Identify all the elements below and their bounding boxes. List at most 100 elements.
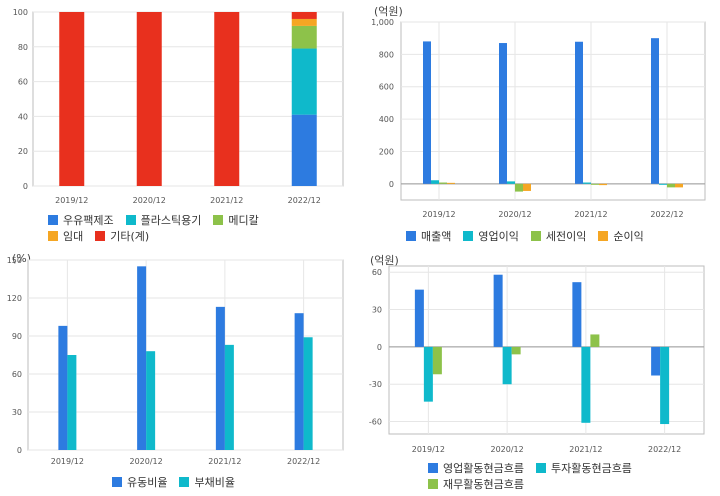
earnings-bar [507, 181, 515, 184]
composition-category-label: 2020/12 [133, 196, 166, 205]
composition-category-label: 2022/12 [288, 196, 321, 205]
legend-label: 투자활동현금흐름 [550, 462, 632, 475]
ratios-ytick-label: 0 [17, 446, 22, 455]
cashflow-bar [432, 346, 442, 375]
cashflow-chart: -60 -30 0 30 60 2019/12 2020/12 2021/12 2022/12 [369, 265, 705, 454]
composition-category-label: 2021/12 [210, 196, 243, 205]
legend-item: 투자활동현금흐름 [535, 460, 632, 476]
cashflow-bar [423, 346, 433, 402]
legend-item: 메디칼 [213, 212, 259, 228]
ratios-category-label: 2021/12 [208, 457, 241, 466]
cashflow-bar [414, 289, 424, 347]
cashflow-bar [651, 346, 661, 376]
legend-swatch [48, 231, 58, 241]
earnings-ytick-label: 600 [379, 83, 394, 92]
ratios-bar [67, 355, 77, 450]
cashflow-category-label: 2021/12 [569, 445, 602, 454]
legend-swatch [95, 231, 106, 241]
legend-label: 임대 [63, 230, 84, 243]
legend-row: 영업활동현금흐름 투자활동현금흐름 [428, 460, 644, 476]
ratios-legend: 유동비율 부채비율 [112, 474, 247, 490]
ratios-ytick-label: 120 [7, 294, 22, 303]
legend-label: 영업이익 [478, 230, 519, 243]
cashflow-panel: (억원) -60 -30 0 30 60 2019/12 2020/12 2021/12 202… [360, 248, 720, 496]
earnings-category-label: 2019/12 [422, 210, 455, 219]
legend-label: 재무활동현금흐름 [443, 478, 524, 491]
composition-bar [291, 18, 317, 26]
cashflow-ytick-label: 30 [372, 306, 382, 315]
ratios-category-label: 2019/12 [51, 457, 84, 466]
earnings-bar [667, 183, 675, 188]
ratios-category-label: 2022/12 [287, 457, 320, 466]
composition-bar [291, 114, 317, 186]
composition-bar [59, 12, 85, 186]
earnings-bar [651, 38, 659, 184]
cashflow-bar [581, 346, 591, 423]
legend-label: 메디칼 [228, 214, 259, 227]
legend-item: 영업이익 [463, 228, 519, 244]
earnings-bar [591, 183, 599, 185]
composition-bar [214, 12, 240, 186]
legend-item: 유동비율 [112, 474, 167, 490]
composition-ytick-label: 60 [18, 78, 28, 87]
earnings-bar [423, 41, 431, 184]
legend-swatch [428, 463, 438, 473]
legend-item: 순이익 [598, 228, 644, 244]
legend-item: 영업활동현금흐름 [428, 460, 524, 476]
ratios-bar [137, 266, 147, 450]
legend-item: 재무활동현금흐름 [428, 476, 524, 492]
legend-swatch [112, 477, 122, 487]
composition-bar [136, 12, 162, 186]
earnings-bar [583, 182, 591, 184]
cashflow-ytick-label: 60 [372, 268, 382, 277]
ratios-ytick-label: 30 [12, 408, 22, 417]
ratios-bar [146, 351, 156, 450]
earnings-category-label: 2022/12 [650, 210, 683, 219]
legend-item: 임대 [48, 228, 83, 244]
earnings-unit-label: (억원) [374, 5, 403, 18]
earnings-bar [447, 182, 455, 184]
legend-swatch [125, 215, 136, 225]
legend-label: 부채비율 [194, 476, 235, 489]
legend-row: 유동비율 부채비율 [112, 474, 247, 490]
earnings-ytick-label: 800 [379, 50, 394, 59]
cashflow-bar [590, 334, 600, 347]
earnings-legend: 매출액 영업이익 세전이익 순이익 [406, 228, 656, 244]
ratios-category-label: 2020/12 [130, 457, 163, 466]
ratios-bar [303, 337, 313, 450]
cashflow-bar [572, 282, 582, 347]
composition-bar [291, 12, 317, 19]
legend-swatch [530, 231, 541, 241]
legend-label: 순이익 [613, 230, 644, 243]
composition-bar [291, 48, 317, 115]
ratios-ytick-label: 150 [7, 256, 22, 265]
composition-panel: 0 20 40 60 80 100 2019/12 2020/12 2021/12 2022/12… [0, 0, 360, 248]
earnings-bar [599, 183, 607, 186]
ratios-chart: 0 30 60 90 120 150 2019/12 2020/12 2021/12 2022/1… [7, 256, 344, 466]
legend-label: 영업활동현금흐름 [443, 462, 524, 475]
legend-item: 세전이익 [530, 228, 586, 244]
earnings-ytick-label: 200 [379, 147, 394, 156]
cashflow-category-label: 2019/12 [412, 445, 445, 454]
legend-item: 우유팩제조 [48, 212, 114, 228]
composition-chart: 0 20 40 60 80 100 2019/12 2020/12 2021/12 2022/12 [13, 8, 344, 205]
legend-label: 매출액 [421, 230, 452, 243]
composition-ytick-label: 80 [18, 43, 28, 52]
cashflow-bar [493, 274, 503, 347]
legend-label: 플라스틱용기 [140, 214, 202, 227]
legend-row: 재무활동현금흐름 [428, 476, 644, 492]
cashflow-bar [660, 346, 670, 425]
earnings-bar [515, 183, 523, 192]
earnings-ytick-label: 400 [379, 115, 394, 124]
legend-swatch [428, 479, 438, 489]
ratios-bar [215, 306, 225, 450]
legend-swatch [48, 215, 58, 225]
legend-swatch [406, 231, 416, 241]
cashflow-bar [502, 346, 512, 385]
legend-item: 플라스틱용기 [125, 212, 202, 228]
cashflow-category-label: 2022/12 [648, 445, 681, 454]
earnings-chart: 0 200 400 600 800 1,000 2019/12 2020/12 2021/12 2… [371, 18, 706, 219]
legend-item: 기타(계) [95, 228, 149, 244]
